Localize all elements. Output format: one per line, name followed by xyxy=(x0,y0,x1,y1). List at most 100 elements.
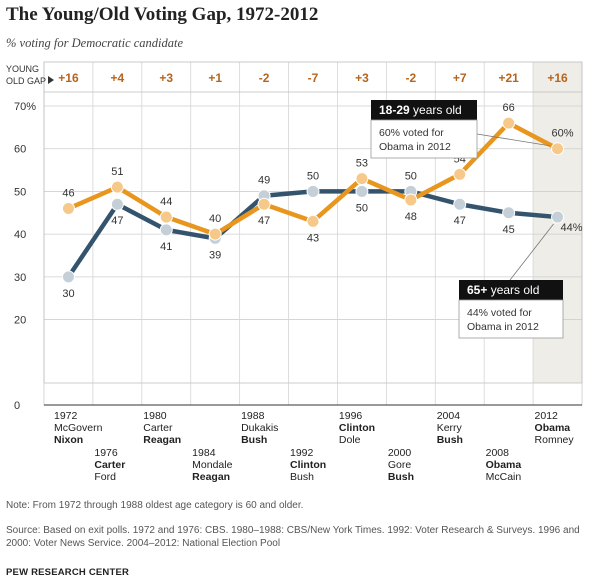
election-year: 1972 xyxy=(54,410,78,422)
gap-value: +3 xyxy=(159,71,173,85)
old-data-point xyxy=(306,184,320,198)
young-data-label: 48 xyxy=(405,211,417,223)
democratic-candidate: Obama xyxy=(535,422,571,434)
old-data-label: 50 xyxy=(356,202,368,214)
gap-value: +1 xyxy=(208,71,222,85)
democratic-candidate: Dukakis xyxy=(241,422,278,434)
gap-value: -2 xyxy=(405,71,416,85)
democratic-candidate: Clinton xyxy=(290,459,326,471)
election-year: 2012 xyxy=(535,410,559,422)
democratic-candidate: Clinton xyxy=(339,422,375,434)
axis-break-gap xyxy=(44,383,582,405)
young-data-label: 44 xyxy=(160,196,172,208)
source-note: Source: Based on exit polls. 1972 and 19… xyxy=(6,525,580,549)
gap-value: +7 xyxy=(453,71,467,85)
young-data-point xyxy=(159,210,173,224)
old-callout-body xyxy=(458,299,564,339)
young-data-point xyxy=(306,214,320,228)
gap-value: -2 xyxy=(259,71,270,85)
young-data-point xyxy=(551,142,565,156)
gap-header-arrow-icon xyxy=(48,76,54,84)
old-data-point xyxy=(355,184,369,198)
y-tick-label: 30 xyxy=(14,272,26,284)
old-data-point xyxy=(61,270,75,284)
old-data-label: 45 xyxy=(503,224,515,236)
old-data-point xyxy=(159,223,173,237)
gap-value: +4 xyxy=(111,71,125,85)
republican-candidate: Bush xyxy=(290,471,314,483)
republican-candidate: Romney xyxy=(535,434,575,446)
old-data-label: 47 xyxy=(454,215,466,227)
republican-candidate: Bush xyxy=(437,434,463,446)
election-year: 1984 xyxy=(192,447,216,459)
young-callout-title: 18-29 years old xyxy=(379,103,462,117)
young-callout-text: 60% voted for xyxy=(379,127,444,139)
democratic-candidate: Carter xyxy=(94,459,125,471)
old-callout-header xyxy=(459,280,563,300)
gap-header-oldgap: OLD GAP xyxy=(6,76,46,86)
election-year: 1992 xyxy=(290,447,314,459)
y-tick-label: 40 xyxy=(14,229,26,241)
gap-value: -7 xyxy=(308,71,319,85)
old-data-point xyxy=(110,197,124,211)
republican-candidate: Bush xyxy=(241,434,267,446)
gap-value: +3 xyxy=(355,71,369,85)
republican-candidate: Ford xyxy=(94,471,116,483)
young-callout-text: Obama in 2012 xyxy=(379,141,451,153)
young-data-point xyxy=(208,227,222,241)
old-data-point xyxy=(551,210,565,224)
young-data-point xyxy=(61,202,75,216)
young-data-label: 43 xyxy=(307,232,319,244)
y-tick-label: 70% xyxy=(14,101,36,113)
election-year: 1976 xyxy=(94,447,118,459)
old-data-label: 49 xyxy=(258,175,270,187)
election-year: 2004 xyxy=(437,410,461,422)
election-year: 1996 xyxy=(339,410,363,422)
election-year: 1980 xyxy=(143,410,167,422)
old-callout-title: 65+ years old xyxy=(467,283,539,297)
young-data-point xyxy=(257,197,271,211)
democratic-candidate: Obama xyxy=(486,459,522,471)
gap-value: +21 xyxy=(498,71,519,85)
republican-candidate: Reagan xyxy=(143,434,181,446)
old-data-label: 47 xyxy=(111,215,123,227)
young-data-label: 47 xyxy=(258,215,270,227)
young-callout-leader xyxy=(476,133,550,147)
old-callout-text: Obama in 2012 xyxy=(467,321,539,333)
democratic-candidate: Carter xyxy=(143,422,173,434)
old-data-point xyxy=(502,206,516,220)
republican-candidate: Nixon xyxy=(54,434,83,446)
chart-title: The Young/Old Voting Gap, 1972-2012 xyxy=(6,4,319,25)
young-data-point xyxy=(453,167,467,181)
democratic-candidate: Mondale xyxy=(192,459,232,471)
old-data-label: 39 xyxy=(209,249,221,261)
young-data-label: 60% xyxy=(552,128,574,140)
young-data-label: 53 xyxy=(356,158,368,170)
young-data-point xyxy=(502,116,516,130)
gap-header-young: YOUNG xyxy=(6,64,39,74)
y-tick-label: 60 xyxy=(14,144,26,156)
young-data-label: 40 xyxy=(209,213,221,225)
young-data-point xyxy=(404,193,418,207)
republican-candidate: McCain xyxy=(486,471,522,483)
election-year: 2000 xyxy=(388,447,412,459)
gap-value: +16 xyxy=(58,71,79,85)
democratic-candidate: Gore xyxy=(388,459,412,471)
gap-value: +16 xyxy=(547,71,568,85)
old-callout-text: 44% voted for xyxy=(467,307,532,319)
y-tick-label: 50 xyxy=(14,186,26,198)
young-data-point xyxy=(110,180,124,194)
young-data-label: 66 xyxy=(503,102,515,114)
young-data-label: 46 xyxy=(62,188,74,200)
chart-subtitle: % voting for Democratic candidate xyxy=(6,36,184,50)
old-data-label: 50 xyxy=(405,170,417,182)
old-data-label: 30 xyxy=(62,288,74,300)
young-callout-body xyxy=(370,119,478,159)
old-data-point xyxy=(453,197,467,211)
old-data-label: 44% xyxy=(561,222,583,234)
old-data-label: 50 xyxy=(307,170,319,182)
y-tick-label: 0 xyxy=(14,400,20,412)
young-callout-header xyxy=(371,100,477,120)
young-data-label: 51 xyxy=(111,166,123,178)
